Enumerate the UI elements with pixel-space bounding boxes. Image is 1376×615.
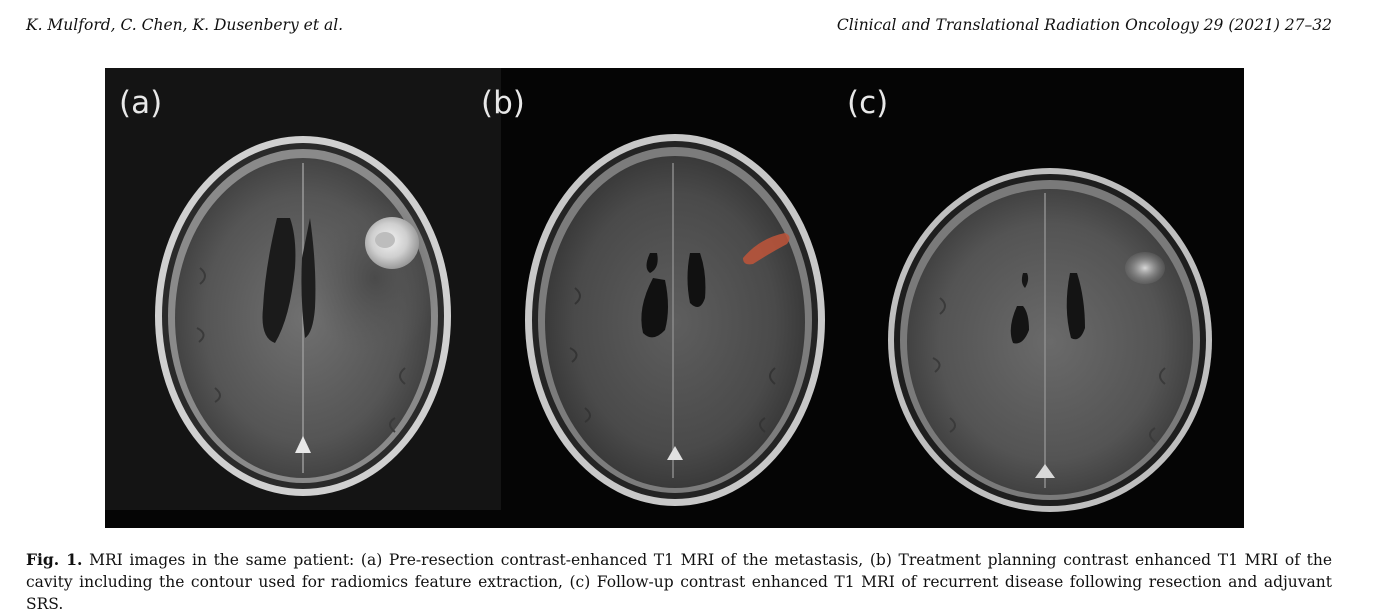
header-journal: Clinical and Translational Radiation Onc… <box>836 16 1332 34</box>
radiomics-contour <box>743 233 790 265</box>
mri-panel-b: (b) <box>481 85 825 506</box>
panel-label-b: (b) <box>481 85 525 121</box>
figure-caption: Fig. 1. MRI images in the same patient: … <box>26 549 1332 615</box>
mri-panel-c: (c) <box>847 85 1212 512</box>
mri-panel-a: (a) <box>119 85 451 496</box>
panel-label-c: (c) <box>847 85 888 121</box>
caption-label: Fig. 1. <box>26 550 83 569</box>
figure-1: (a) (b) <box>105 68 1244 528</box>
mri-figure: (a) (b) <box>105 68 1244 528</box>
panel-label-a: (a) <box>119 85 162 121</box>
caption-text: MRI images in the same patient: (a) Pre-… <box>26 551 1332 613</box>
header-authors: K. Mulford, C. Chen, K. Dusenbery et al. <box>26 16 344 34</box>
running-header: K. Mulford, C. Chen, K. Dusenbery et al.… <box>26 14 1332 36</box>
